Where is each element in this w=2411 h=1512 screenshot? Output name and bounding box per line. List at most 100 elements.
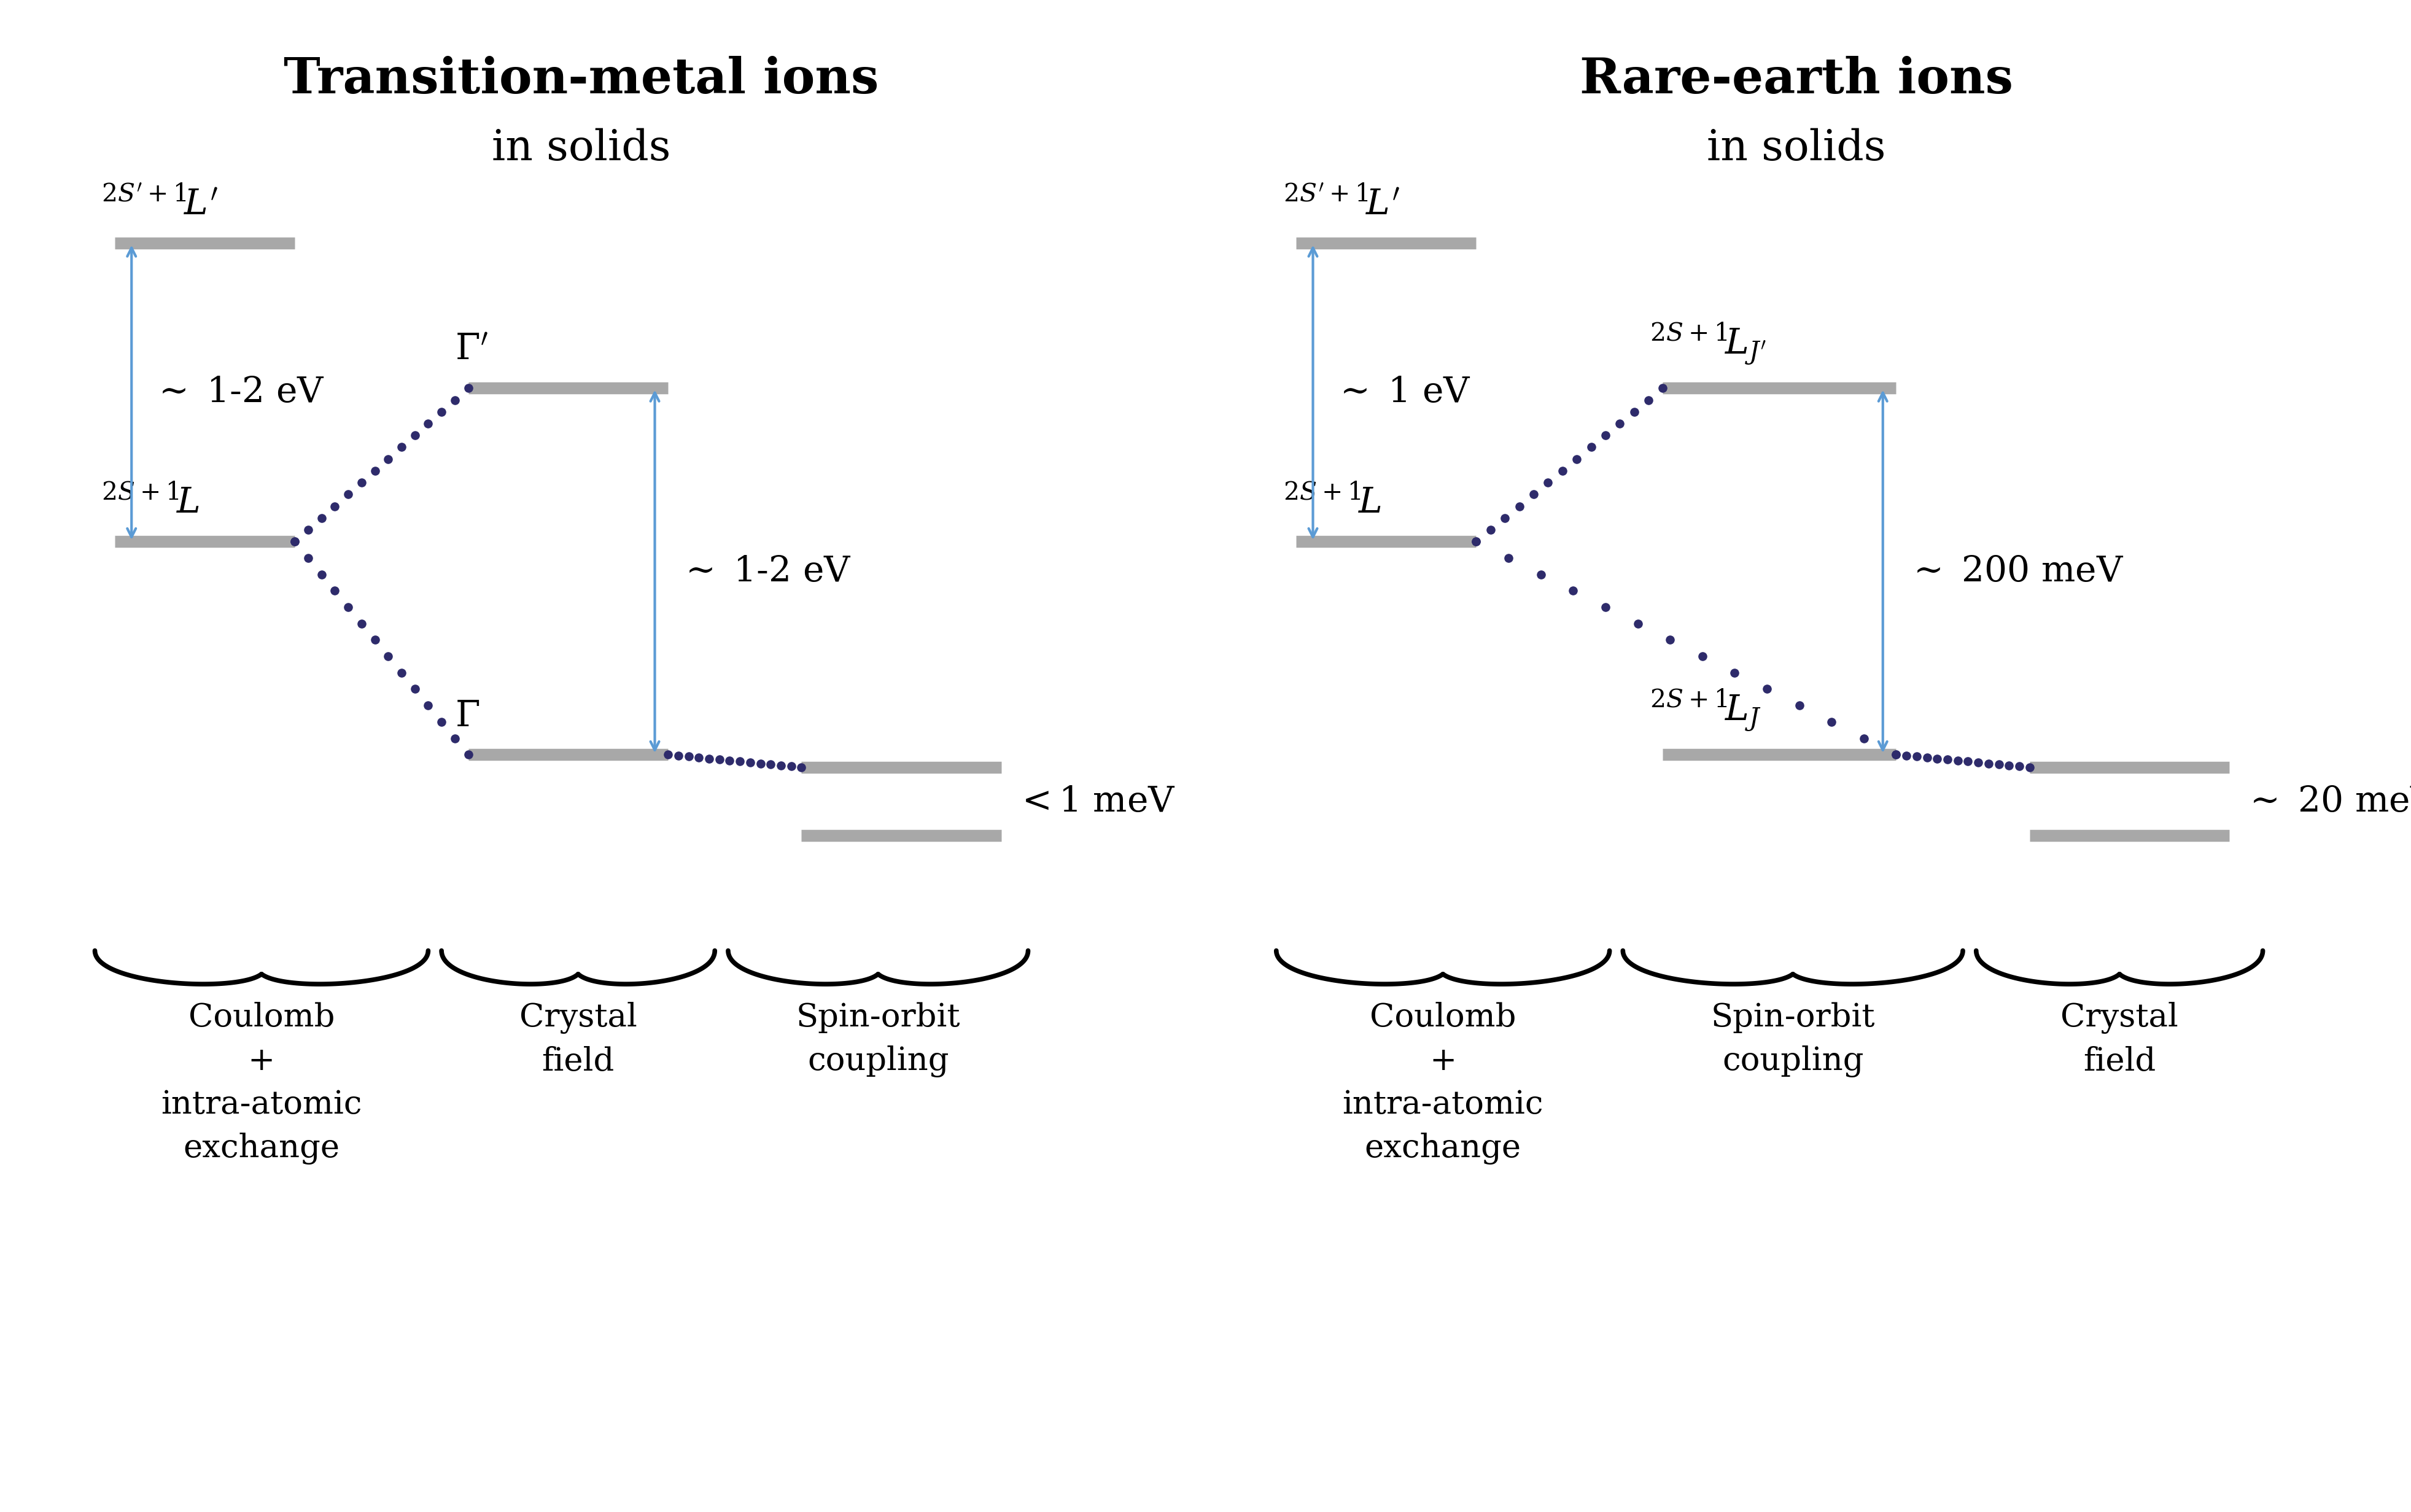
Point: [1521, 562, 1560, 587]
Point: [354, 627, 393, 652]
Text: $\Gamma$: $\Gamma$: [456, 699, 480, 733]
Point: [316, 579, 354, 603]
Point: [1929, 747, 1967, 771]
Point: [699, 747, 738, 771]
Point: [1529, 470, 1567, 494]
Point: [1989, 753, 2028, 777]
Point: [1813, 709, 1852, 733]
Point: [395, 677, 434, 702]
Point: [731, 750, 769, 774]
Point: [395, 423, 434, 448]
Text: $^{2S'+1}\!L'$: $^{2S'+1}\!L'$: [1283, 187, 1401, 222]
Point: [1897, 744, 1936, 768]
Point: [1917, 747, 1955, 771]
Point: [1876, 742, 1914, 767]
Point: [1586, 423, 1625, 448]
Point: [301, 507, 340, 531]
Point: [436, 389, 475, 413]
Text: Spin-orbit
coupling: Spin-orbit coupling: [1712, 1002, 1876, 1077]
Point: [1514, 482, 1553, 507]
Point: [721, 750, 759, 774]
Point: [1456, 529, 1495, 553]
Point: [1876, 742, 1914, 767]
Point: [1652, 627, 1690, 652]
Point: [328, 596, 366, 620]
Point: [410, 694, 448, 718]
Point: [1938, 748, 1977, 773]
Text: $\Gamma'$: $\Gamma'$: [456, 333, 487, 367]
Text: $^{2S+1}\!L_J$: $^{2S+1}\!L_J$: [1649, 686, 1760, 733]
Point: [1543, 458, 1582, 482]
Point: [275, 529, 313, 553]
Point: [383, 661, 422, 685]
Point: [658, 744, 697, 768]
Point: [762, 753, 800, 777]
Point: [436, 726, 475, 750]
Point: [1558, 448, 1596, 472]
Point: [275, 529, 313, 553]
Text: Rare-earth ions: Rare-earth ions: [1579, 56, 2013, 104]
Point: [422, 399, 461, 423]
Text: Crystal
field: Crystal field: [2061, 1002, 2180, 1077]
Point: [1644, 376, 1683, 401]
Point: [369, 644, 407, 668]
Text: $\sim$ 1-2 eV: $\sim$ 1-2 eV: [152, 375, 325, 410]
Point: [1748, 677, 1787, 702]
Point: [354, 458, 393, 482]
Point: [711, 748, 750, 773]
Point: [1844, 726, 1883, 750]
Point: [1601, 411, 1639, 435]
Text: $^{2S'+1}\!L'$: $^{2S'+1}\!L'$: [101, 187, 219, 222]
Text: in solids: in solids: [1707, 129, 1885, 169]
Point: [2011, 756, 2049, 780]
Point: [670, 744, 709, 768]
Point: [1888, 744, 1926, 768]
Point: [383, 435, 422, 460]
Point: [1500, 494, 1538, 519]
Point: [1630, 389, 1668, 413]
Point: [410, 411, 448, 435]
Point: [1958, 750, 1996, 774]
Point: [316, 494, 354, 519]
Point: [1970, 751, 2008, 776]
Point: [1471, 517, 1509, 541]
Point: [690, 747, 728, 771]
Point: [772, 754, 810, 779]
Point: [1979, 753, 2018, 777]
Point: [342, 611, 381, 635]
Text: $^{2S+1}\!L$: $^{2S+1}\!L$: [1283, 485, 1382, 520]
Text: Crystal
field: Crystal field: [518, 1002, 637, 1077]
Point: [448, 376, 487, 401]
Point: [301, 562, 340, 587]
Point: [1456, 529, 1495, 553]
Text: Transition-metal ions: Transition-metal ions: [284, 56, 880, 104]
Point: [1948, 750, 1987, 774]
Text: $\sim$ 1 eV: $\sim$ 1 eV: [1333, 375, 1471, 410]
Point: [448, 742, 487, 767]
Point: [342, 470, 381, 494]
Point: [649, 742, 687, 767]
Text: $\sim$ 200 meV: $\sim$ 200 meV: [1907, 555, 2124, 588]
Point: [752, 753, 791, 777]
Text: in solids: in solids: [492, 129, 670, 169]
Point: [1714, 661, 1753, 685]
Point: [1485, 507, 1524, 531]
Point: [1615, 399, 1654, 423]
Point: [680, 745, 718, 770]
Point: [2001, 754, 2040, 779]
Point: [422, 709, 461, 733]
Point: [740, 751, 779, 776]
Point: [1618, 611, 1656, 635]
Text: $^{2S+1}\!L$: $^{2S+1}\!L$: [101, 485, 200, 520]
Text: Coulomb
+
intra-atomic
exchange: Coulomb + intra-atomic exchange: [1343, 1002, 1543, 1164]
Point: [1572, 435, 1611, 460]
Point: [369, 448, 407, 472]
Text: $^{2S+1}\!L_{J'}$: $^{2S+1}\!L_{J'}$: [1649, 321, 1767, 367]
Point: [781, 756, 820, 780]
Point: [289, 517, 328, 541]
Text: $<$1 meV: $<$1 meV: [1015, 785, 1177, 818]
Point: [1586, 596, 1625, 620]
Point: [328, 482, 366, 507]
Text: Spin-orbit
coupling: Spin-orbit coupling: [796, 1002, 960, 1077]
Text: Coulomb
+
intra-atomic
exchange: Coulomb + intra-atomic exchange: [162, 1002, 362, 1164]
